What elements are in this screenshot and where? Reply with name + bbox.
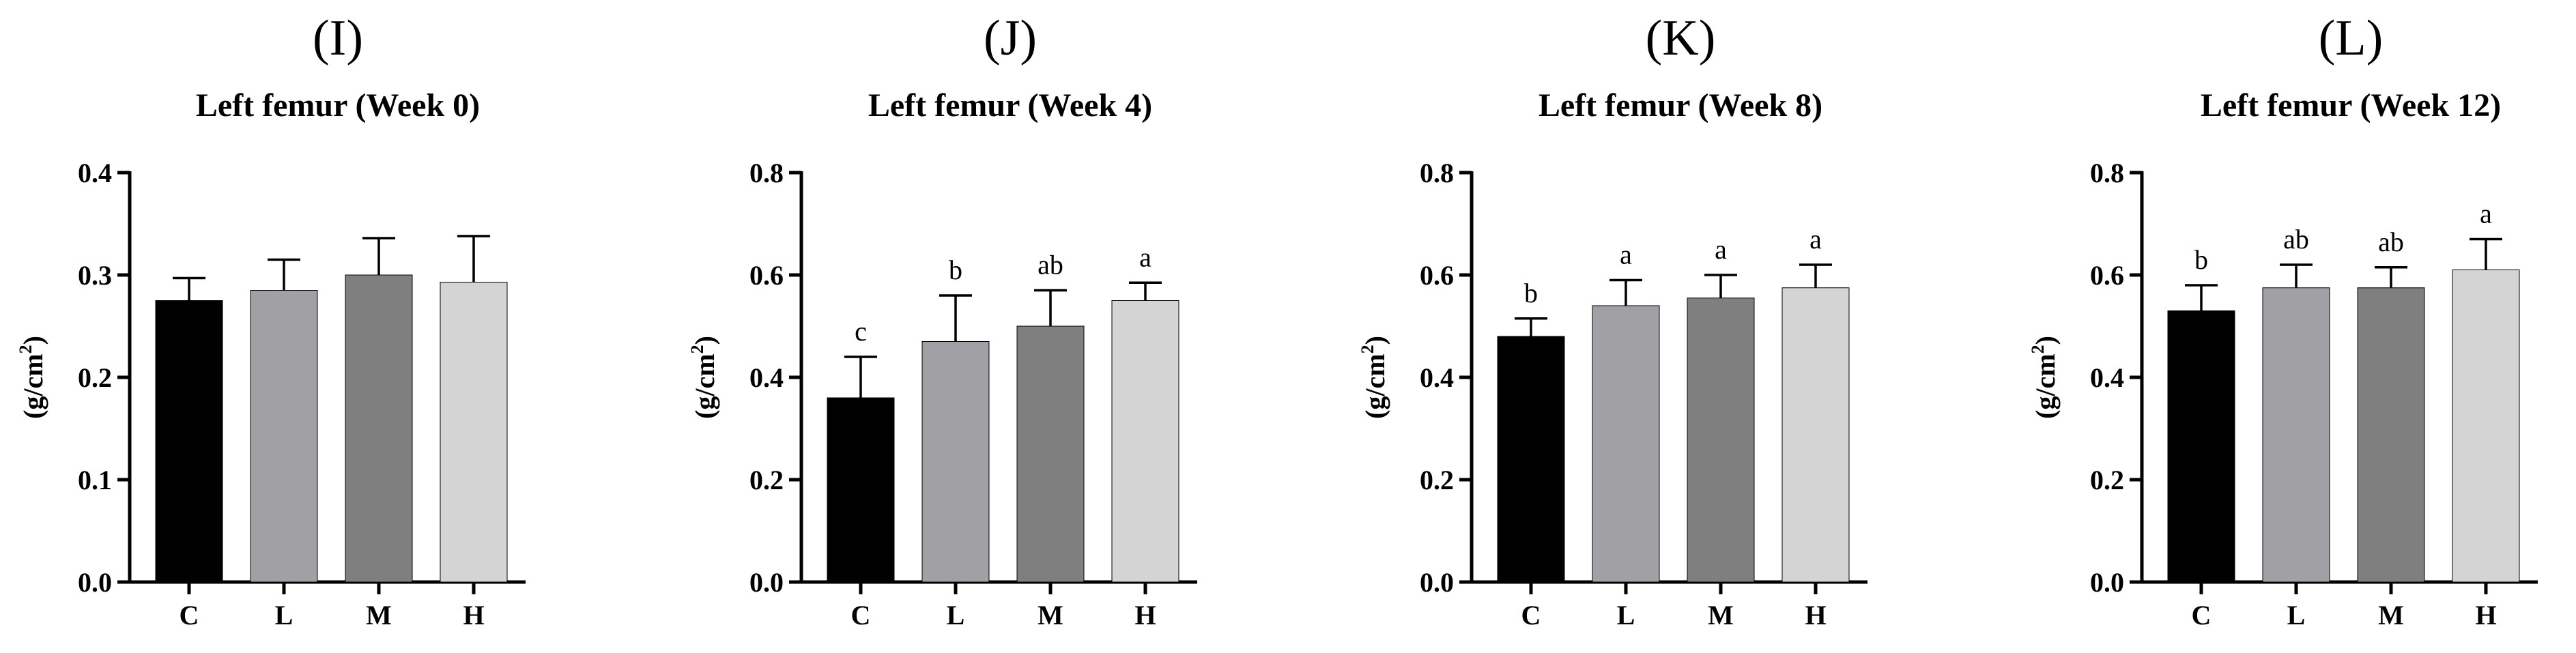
significance-label: c — [855, 316, 867, 347]
x-category-label: L — [275, 600, 294, 630]
x-category-label: C — [1521, 600, 1541, 630]
significance-label: a — [1139, 242, 1151, 272]
x-category-label: C — [180, 600, 199, 630]
y-axis-title: (g/cm2) — [1358, 336, 1390, 419]
bar-H — [1781, 287, 1850, 583]
y-tick-label: 0.2 — [1420, 465, 1454, 495]
x-category-label: H — [2475, 600, 2496, 630]
significance-label: b — [949, 255, 962, 285]
y-tick-label: 0.8 — [1420, 158, 1454, 188]
significance-label: b — [1524, 278, 1538, 308]
y-tick-label: 0.0 — [78, 567, 112, 598]
bar-M — [2357, 287, 2425, 583]
chart-title: Left femur (Week 12) — [2201, 87, 2501, 124]
y-axis-title-superscript: 2 — [16, 345, 35, 353]
bar-M — [1687, 298, 1755, 583]
bar-C — [1497, 336, 1565, 583]
x-category-label: L — [2287, 600, 2306, 630]
bar-L — [250, 290, 318, 583]
chart-title: Left femur (Week 0) — [196, 87, 480, 124]
x-category-label: H — [1134, 600, 1156, 630]
y-axis-title-main: (g/cm — [2030, 353, 2061, 419]
chart-panel-3: (K) Left femur (Week 8) (g/cm2) 0.0 0.2 0.4 0.… — [1358, 10, 1867, 630]
panel-label: (J) — [984, 10, 1037, 66]
panel-label: (L) — [2319, 10, 2384, 66]
x-category-label: M — [1708, 600, 1734, 630]
x-category-label: M — [2378, 600, 2404, 630]
y-tick-label: 0.3 — [78, 260, 112, 291]
bar-L — [921, 341, 990, 583]
y-tick-label: 0.1 — [78, 465, 112, 495]
chart-panel-4: (L) Left femur (Week 12) (g/cm2) 0.0 0.2 0.4 0… — [2028, 10, 2538, 630]
bar-C — [155, 300, 223, 583]
bar-C — [827, 397, 895, 583]
y-axis-title: (g/cm2) — [687, 336, 720, 419]
y-tick-label: 0.4 — [78, 158, 112, 188]
y-tick-label: 0.2 — [749, 465, 784, 495]
y-tick-label: 0.6 — [1420, 260, 1454, 291]
x-category-label: L — [1617, 600, 1635, 630]
y-tick-label: 0.0 — [2090, 567, 2124, 598]
panel-label: (K) — [1646, 10, 1716, 66]
x-category-label: C — [2192, 600, 2212, 630]
y-axis-title: (g/cm2) — [2028, 336, 2061, 419]
panel-label: (I) — [313, 10, 363, 66]
y-axis-title-superscript: 2 — [1358, 345, 1377, 353]
bar-H — [440, 282, 508, 583]
y-tick-label: 0.8 — [749, 158, 784, 188]
y-tick-label: 0.4 — [749, 362, 784, 393]
y-tick-label: 0.0 — [1420, 567, 1454, 598]
y-tick-label: 0.6 — [749, 260, 784, 291]
y-axis-title-main: (g/cm — [1360, 353, 1390, 419]
significance-label: b — [2194, 244, 2208, 275]
y-tick-label: 0.8 — [2090, 158, 2124, 188]
y-tick-label: 0.2 — [78, 362, 112, 393]
x-category-label: M — [1037, 600, 1063, 630]
y-axis-title: (g/cm2) — [16, 336, 48, 419]
y-axis-title-close: ) — [689, 336, 720, 345]
bar-L — [1592, 305, 1660, 583]
chart-title: Left femur (Week 4) — [868, 87, 1152, 124]
significance-label: ab — [2378, 227, 2404, 257]
bar-M — [345, 274, 413, 583]
y-axis-title-close: ) — [1360, 336, 1390, 345]
significance-label: ab — [2283, 224, 2309, 255]
y-axis-title-close: ) — [2030, 336, 2061, 345]
y-tick-label: 0.6 — [2090, 260, 2124, 291]
x-category-label: L — [947, 600, 965, 630]
y-tick-label: 0.0 — [749, 567, 784, 598]
y-tick-label: 0.2 — [2090, 465, 2124, 495]
x-category-label: H — [463, 600, 484, 630]
bar-M — [1016, 325, 1085, 583]
y-axis-title-main: (g/cm — [18, 353, 48, 419]
chart-panel-1: (I) Left femur (Week 0) (g/cm2) 0.0 0.1 0.2 0.… — [16, 10, 526, 630]
y-axis-title-superscript: 2 — [687, 345, 707, 353]
significance-label: a — [1620, 240, 1632, 270]
y-axis-title-superscript: 2 — [2028, 345, 2048, 353]
significance-label: a — [1809, 224, 1822, 255]
bar-H — [1111, 300, 1179, 583]
y-tick-label: 0.4 — [1420, 362, 1454, 393]
significance-label: a — [2480, 199, 2492, 229]
chart-panel-2: (J) Left femur (Week 4) (g/cm2) 0.0 0.2 0.4 0.… — [687, 10, 1197, 630]
bar-H — [2452, 270, 2520, 583]
bar-L — [2262, 287, 2330, 583]
y-axis-title-main: (g/cm — [689, 353, 720, 419]
significance-label: a — [1715, 234, 1727, 265]
x-category-label: C — [851, 600, 871, 630]
chart-title: Left femur (Week 8) — [1539, 87, 1822, 124]
x-category-label: H — [1805, 600, 1826, 630]
y-tick-label: 0.4 — [2090, 362, 2124, 393]
x-category-label: M — [366, 600, 392, 630]
y-axis-title-close: ) — [18, 336, 48, 345]
significance-label: ab — [1037, 250, 1063, 280]
bar-C — [2167, 310, 2235, 583]
